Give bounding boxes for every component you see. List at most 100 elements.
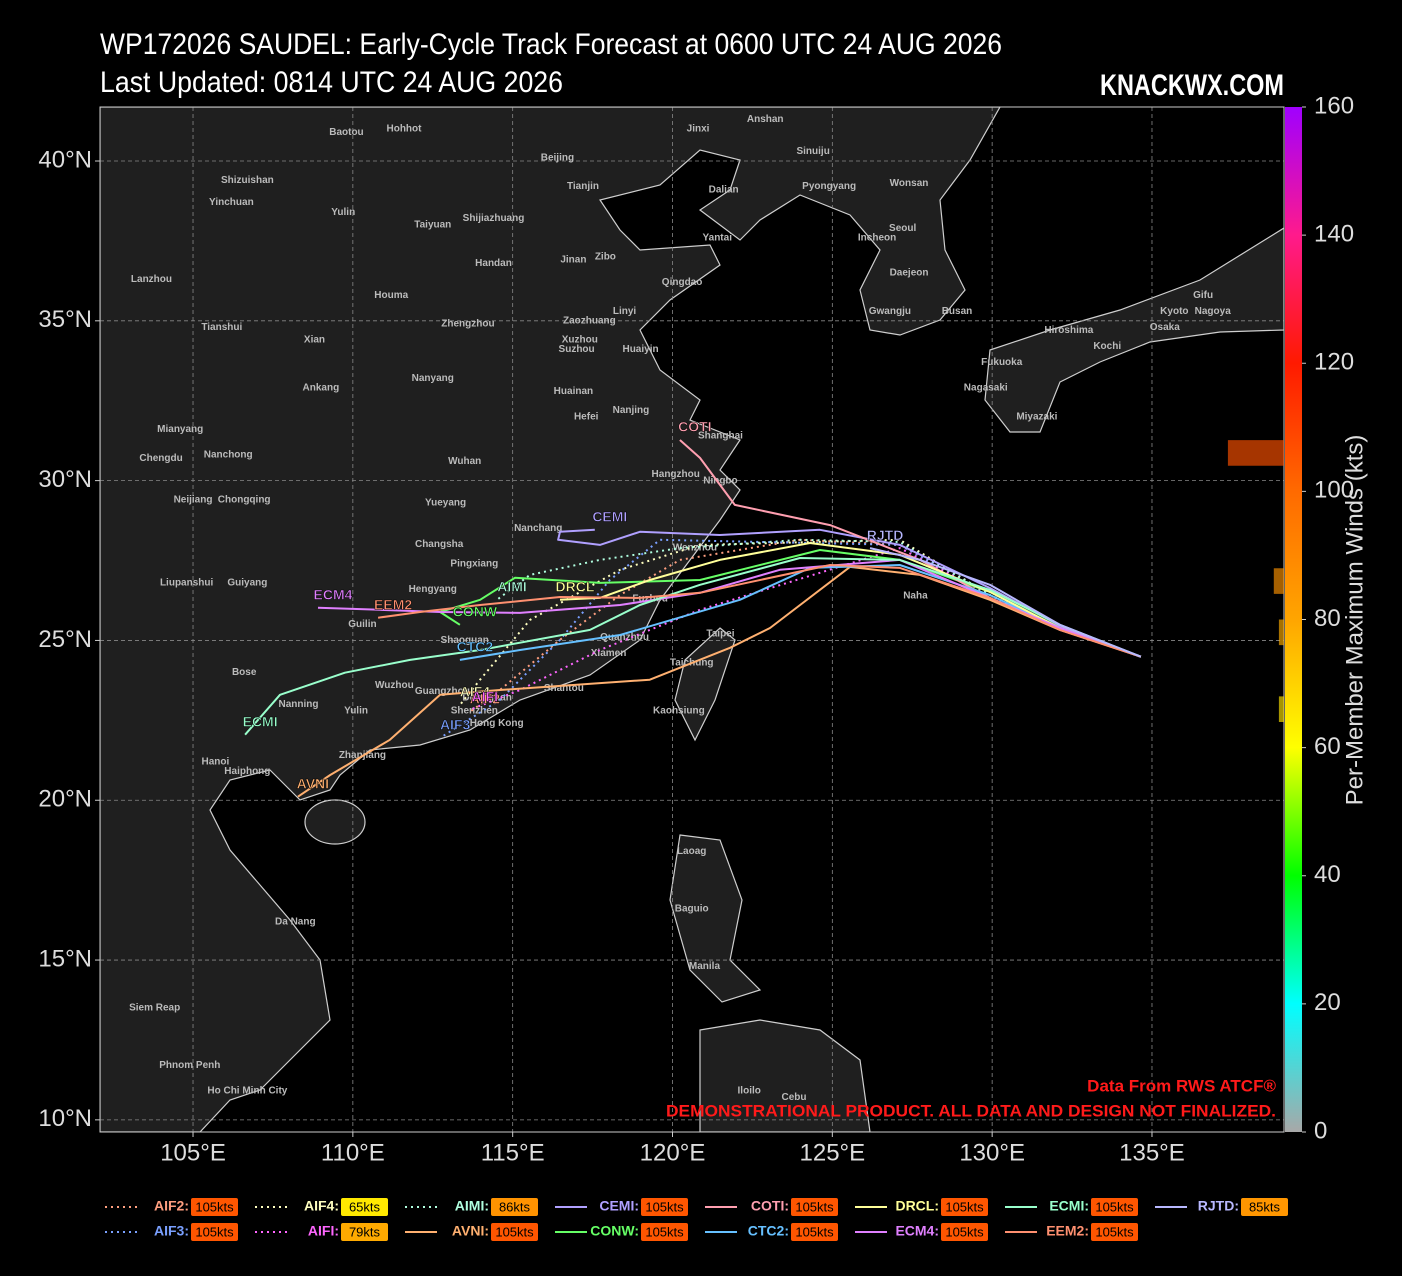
legend-label: ECMI:	[1049, 1198, 1089, 1214]
wind-badge	[791, 1198, 838, 1216]
track-label: CEMI	[592, 509, 627, 525]
city-label: Guangzhou	[415, 686, 470, 697]
city-label: Dalian	[709, 184, 739, 195]
wind-badge	[491, 1223, 538, 1241]
city-label: Haiphong	[224, 766, 270, 777]
wind-badge-label: 85kts	[1249, 1199, 1281, 1214]
city-label: Siem Reap	[129, 1003, 180, 1014]
city-label: Yantai	[703, 232, 733, 243]
wind-badge	[1091, 1198, 1138, 1216]
legend-label: COTI:	[751, 1198, 789, 1214]
colorbar-tick-label: 20	[1314, 989, 1341, 1016]
disclaimer: DEMONSTRATIONAL PRODUCT. ALL DATA AND DE…	[666, 1101, 1276, 1120]
track	[496, 538, 1142, 658]
wind-badge-label: 105kts	[1095, 1199, 1134, 1214]
hainan	[304, 799, 366, 845]
wind-badge	[341, 1198, 388, 1216]
colorbar-label: Per-Member Maximum Winds (kts)	[1341, 435, 1368, 806]
city-label: Wuhan	[448, 456, 481, 467]
colorbar-tick-label: 40	[1314, 861, 1341, 888]
track-label: AIF4	[460, 684, 491, 700]
track	[244, 557, 1142, 736]
track-label: DRCL	[556, 579, 595, 595]
x-tick-label: 115°E	[481, 1139, 545, 1166]
track-label: AIF3	[440, 717, 471, 733]
x-tick-label: 120°E	[640, 1139, 706, 1166]
city-label: Taiyuan	[414, 220, 451, 231]
city-label: Xian	[304, 335, 325, 346]
city-label: Busan	[942, 306, 973, 317]
legend-label: CTC2:	[748, 1223, 789, 1239]
taiwan	[674, 627, 736, 742]
city-label: Huainan	[554, 386, 593, 397]
city-label: Nanjing	[613, 405, 650, 416]
city-label: Pingxiang	[450, 558, 498, 569]
city-label: Wenzhou	[673, 542, 717, 553]
wind-badge-label: 105kts	[645, 1224, 684, 1239]
chart-title: WP172026 SAUDEL: Early-Cycle Track Forec…	[100, 28, 1002, 61]
city-label: Taipei	[706, 629, 734, 640]
x-tick-label: 125°E	[800, 1139, 866, 1166]
city-label: Iloilo	[738, 1086, 761, 1097]
city-label: Quanzhou	[600, 632, 649, 643]
city-label: Wonsan	[890, 178, 929, 189]
colorbar-tick-label: 140	[1314, 220, 1354, 247]
legend-label: CONW:	[590, 1223, 639, 1239]
legend-label: AIFI:	[308, 1223, 339, 1239]
city-label: Neijiang	[174, 494, 213, 505]
intensity-bin	[1278, 696, 1284, 722]
city-label: Shaoguan	[441, 635, 489, 646]
track-label: COTI	[678, 419, 711, 435]
colorbar-tick-label: 120	[1314, 349, 1354, 376]
track-label: EEM2	[374, 596, 412, 612]
city-label: Linyi	[613, 306, 637, 317]
city-label: Jinxi	[687, 124, 710, 135]
track	[459, 538, 1142, 706]
city-label: Kyoto	[1160, 306, 1188, 317]
city-label: Qingdao	[662, 277, 703, 288]
city-label: Wuzhou	[375, 680, 414, 691]
city-label: Zhengzhou	[441, 319, 494, 330]
track	[297, 565, 1142, 798]
track-label: AVNI	[297, 775, 329, 791]
x-tick-label: 130°E	[959, 1139, 1025, 1166]
wind-badge	[941, 1198, 988, 1216]
city-label: Sinuiju	[796, 146, 829, 157]
colorbar	[1285, 107, 1302, 1132]
tracks	[244, 439, 1142, 798]
city-label: Nanchong	[204, 450, 253, 461]
wind-badge-label: 105kts	[495, 1224, 534, 1239]
city-label: Nanyang	[412, 373, 454, 384]
x-tick-label: 135°E	[1119, 1139, 1185, 1166]
city-label: Hohhot	[386, 124, 422, 135]
legend-label: AIMI:	[455, 1198, 489, 1214]
wind-badge-label: 86kts	[499, 1199, 531, 1214]
city-label: Xiamen	[591, 648, 627, 659]
wind-badge-label: 65kts	[349, 1199, 381, 1214]
wind-badge	[1241, 1198, 1288, 1216]
track-label: RJTD	[867, 527, 904, 543]
city-label: Yinchuan	[209, 197, 254, 208]
city-label: Anshan	[747, 114, 784, 125]
colorbar-tick-label: 0	[1314, 1117, 1327, 1144]
wind-badge	[641, 1198, 688, 1216]
city-label: Ningbo	[703, 475, 737, 486]
city-label: Hefei	[574, 411, 599, 422]
city-label: Fukuoka	[981, 357, 1023, 368]
colorbar-tick-label: 60	[1314, 733, 1341, 760]
city-label: Beijing	[541, 152, 574, 163]
city-label: Dongguan	[462, 693, 511, 704]
wind-badge-label: 105kts	[945, 1199, 984, 1214]
city-label: Shenzhen	[451, 705, 498, 716]
city-label: Nagasaki	[964, 383, 1008, 394]
city-label: Hangzhou	[652, 469, 700, 480]
chart-subtitle: Last Updated: 0814 UTC 24 AUG 2026	[100, 66, 563, 99]
credit: Data From RWS ATCF®	[1087, 1076, 1276, 1095]
city-label: Jinan	[560, 255, 586, 266]
city-label: Miyazaki	[1016, 411, 1057, 422]
track-label: ECM4	[314, 587, 353, 603]
wind-badge-label: 79kts	[349, 1224, 381, 1239]
track	[869, 547, 1142, 658]
y-tick-label: 10°N	[38, 1105, 92, 1132]
city-label: Lanzhou	[131, 274, 172, 285]
